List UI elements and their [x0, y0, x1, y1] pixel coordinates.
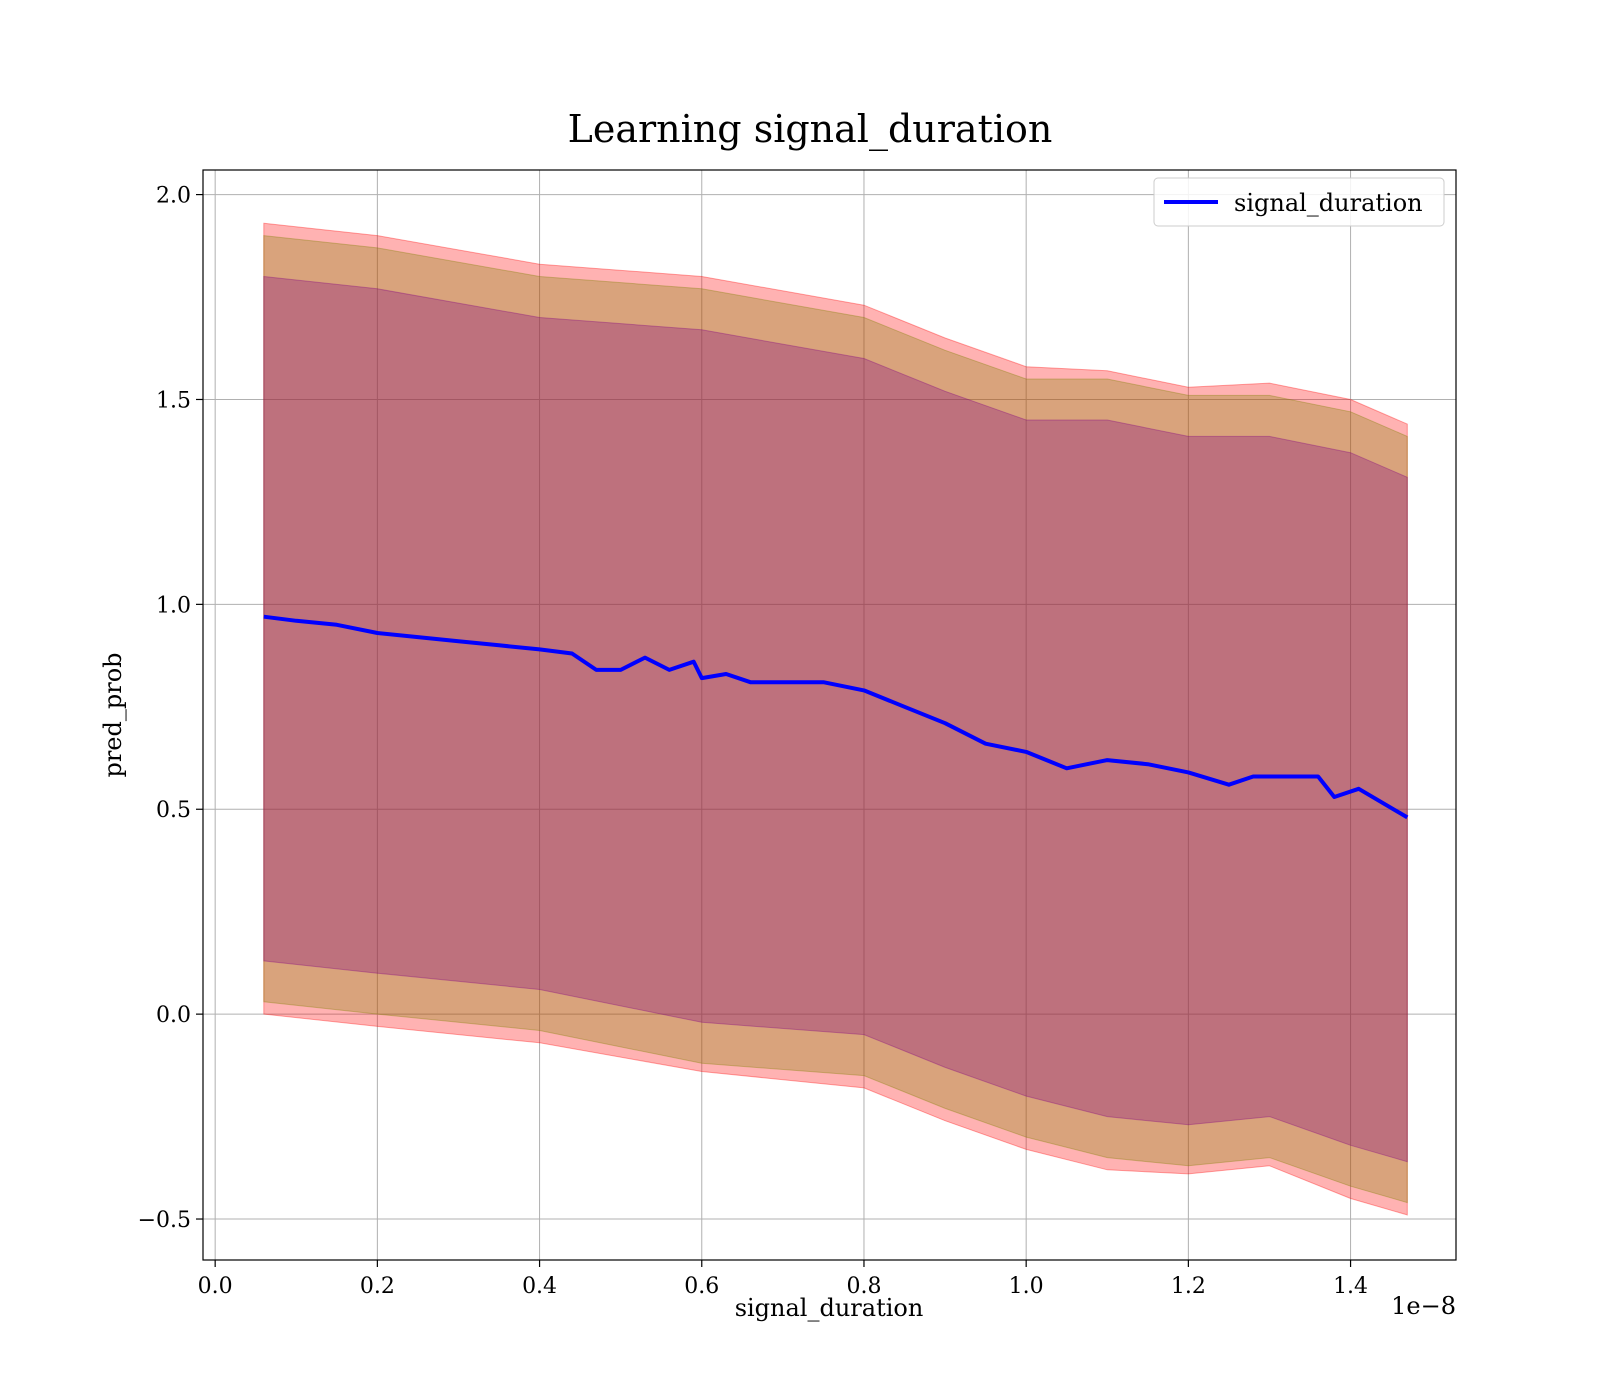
uncertainty-band-2	[263, 275, 1408, 1163]
y-tick-label: 0.0	[156, 1003, 191, 1028]
plot-frame	[202, 169, 1457, 1261]
y-tick-label: 1.5	[156, 388, 191, 413]
y-tick-label: 2.0	[156, 184, 191, 209]
legend-box	[1153, 177, 1445, 227]
x-tick-label: 1.2	[1171, 1274, 1206, 1299]
y-tick-label: 1.0	[156, 593, 191, 618]
y-axis-label: pred_prob	[99, 652, 127, 777]
x-tick-label: 1.4	[1333, 1274, 1368, 1299]
y-tick-label: 0.5	[156, 798, 191, 823]
uncertainty-band-0	[263, 222, 1408, 1216]
x-tick-label: 0.0	[198, 1274, 233, 1299]
series-lines	[263, 614, 1409, 820]
chart-title: Learning signal_duration	[568, 107, 1053, 152]
series-line-0	[263, 614, 1409, 820]
x-axis-offset-label: 1e−8	[1391, 1292, 1456, 1320]
x-tick-label: 0.2	[360, 1274, 395, 1299]
x-tick-label: 0.8	[846, 1274, 881, 1299]
y-tick-label: −0.5	[138, 1208, 191, 1233]
legend: signal_duration	[1153, 177, 1445, 227]
x-tick-label: 1.0	[1009, 1274, 1044, 1299]
uncertainty-band-1	[263, 235, 1408, 1204]
legend-entry-signal-duration: signal_duration	[1234, 189, 1423, 217]
x-axis-label: signal_duration	[735, 1294, 924, 1322]
x-tick-label: 0.4	[522, 1274, 557, 1299]
x-tick-label: 0.6	[684, 1274, 719, 1299]
x-axis-ticks: 0.0 0.2 0.4 0.6 0.8 1.0 1.2 1.4	[198, 1260, 1368, 1299]
uncertainty-bands	[263, 222, 1408, 1216]
y-axis-ticks: −0.5 0.0 0.5 1.0 1.5 2.0	[138, 184, 203, 1233]
